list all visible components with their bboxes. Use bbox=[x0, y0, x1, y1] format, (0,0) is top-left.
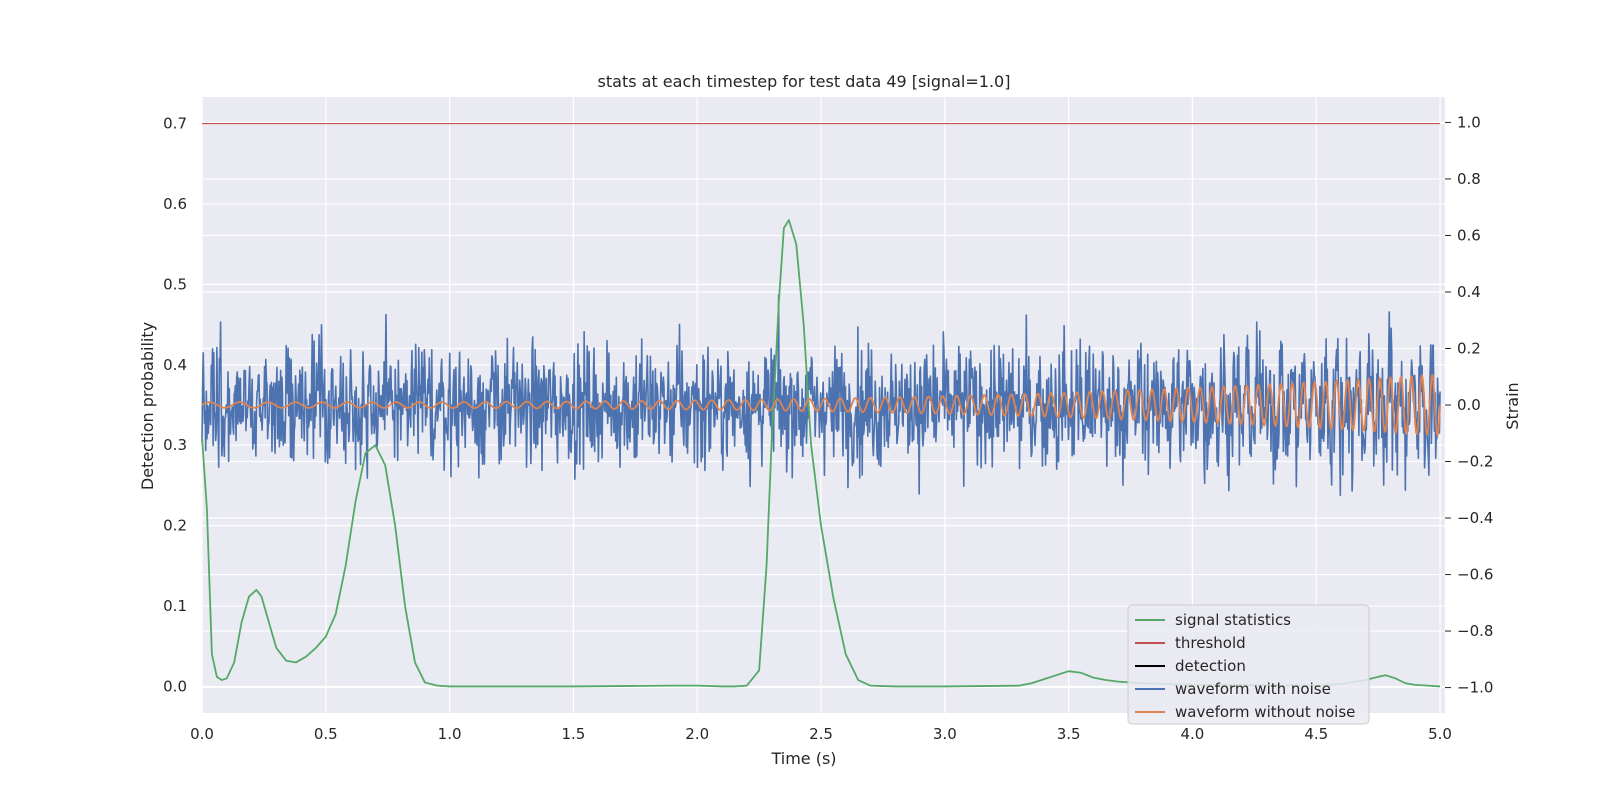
y2-tick-label: 0.6 bbox=[1457, 226, 1481, 244]
legend-label-signal-statistics: signal statistics bbox=[1175, 611, 1291, 629]
y-tick-label: 0.2 bbox=[163, 517, 187, 535]
y2-tick-label: 1.0 bbox=[1457, 113, 1481, 131]
x-tick-label: 3.0 bbox=[933, 725, 957, 743]
y2-tick-label: −1.0 bbox=[1457, 679, 1493, 697]
y-axis-label: Detection probability bbox=[138, 322, 157, 490]
y2-tick-label: 0.2 bbox=[1457, 339, 1481, 357]
series-group bbox=[201, 122, 1441, 688]
y-tick-label: 0.5 bbox=[163, 275, 187, 293]
x-tick-label: 3.5 bbox=[1057, 725, 1081, 743]
y-tick-label: 0.3 bbox=[163, 436, 187, 454]
series-line-waveform-without-noise bbox=[201, 374, 1441, 437]
legend-label-waveform-without-noise: waveform without noise bbox=[1175, 703, 1355, 721]
y2-tick-label: −0.8 bbox=[1457, 622, 1493, 640]
y2-tick-label: 0.8 bbox=[1457, 170, 1481, 188]
legend-label-waveform-with-noise: waveform with noise bbox=[1175, 680, 1331, 698]
x-tick-label: 0.5 bbox=[314, 725, 338, 743]
y-tick-label: 0.1 bbox=[163, 597, 187, 615]
y2-tick-label: −0.2 bbox=[1457, 453, 1493, 471]
axes: 0.0 0.5 1.0 1.5 2.0 2.5 3.0 3.5 4.0 4.5 5.0 0.0 0.1 0… bbox=[163, 113, 1493, 743]
x-axis-label: Time (s) bbox=[770, 749, 836, 768]
x-tick-label: 5.0 bbox=[1428, 725, 1452, 743]
x-tick-label: 4.5 bbox=[1304, 725, 1328, 743]
y2-tick-label: −0.6 bbox=[1457, 566, 1493, 584]
y-tick-label: 0.0 bbox=[163, 677, 187, 695]
y2-tick-label: −0.4 bbox=[1457, 509, 1493, 527]
legend-label-detection: detection bbox=[1175, 657, 1246, 675]
x-tick-label: 2.5 bbox=[809, 725, 833, 743]
x-tick-label: 2.0 bbox=[685, 725, 709, 743]
x-tick-label: 4.0 bbox=[1181, 725, 1205, 743]
chart-title: stats at each timestep for test data 49 … bbox=[598, 72, 1011, 91]
y2-tick-label: 0.4 bbox=[1457, 283, 1481, 301]
legend-box bbox=[1127, 604, 1370, 725]
y2-axis-label: Strain bbox=[1503, 382, 1522, 429]
y-tick-label: 0.6 bbox=[163, 195, 187, 213]
series-line-signal-statistics bbox=[201, 219, 1441, 688]
x-tick-label: 0.0 bbox=[190, 725, 214, 743]
y2-tick-label: 0.0 bbox=[1457, 396, 1481, 414]
legend: signal statistics threshold detection wa… bbox=[1127, 604, 1370, 725]
x-tick-label: 1.0 bbox=[438, 725, 462, 743]
y-tick-label: 0.7 bbox=[163, 115, 187, 133]
y-tick-label: 0.4 bbox=[163, 356, 187, 374]
legend-label-threshold: threshold bbox=[1175, 634, 1246, 652]
x-tick-label: 1.5 bbox=[561, 725, 585, 743]
